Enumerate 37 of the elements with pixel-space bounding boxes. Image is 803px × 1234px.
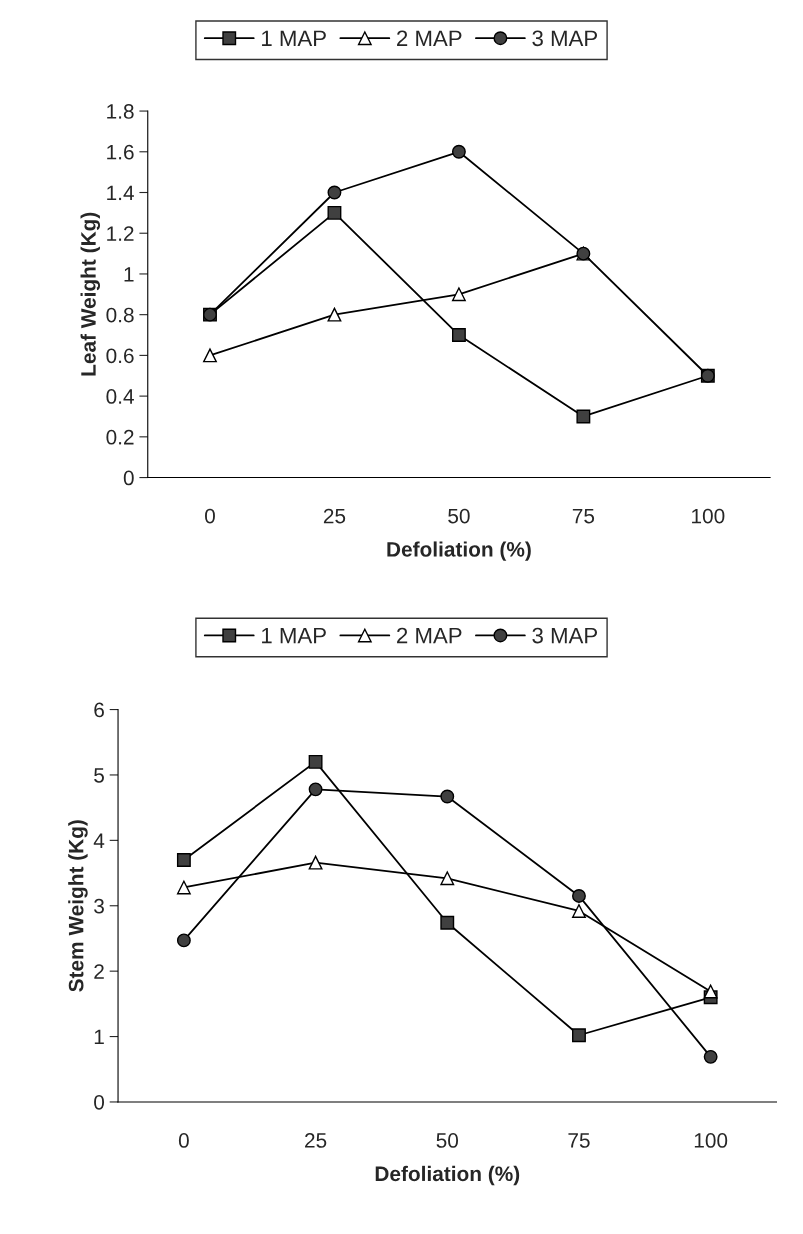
y-tick-label: 0.8 <box>106 307 134 323</box>
y-tick-label: 4 <box>93 833 105 848</box>
y-tick-label: 0.4 <box>106 389 134 404</box>
x-tick-label: 25 <box>305 1133 327 1148</box>
y-tick-label: 5 <box>94 768 104 783</box>
x-tick-label: 50 <box>448 508 470 524</box>
legend-label: 2 MAP <box>397 30 462 46</box>
x-tick-label: 100 <box>692 508 725 524</box>
x-tick-label: 25 <box>323 508 346 524</box>
legend-label: 1 MAP <box>262 627 326 644</box>
y-tick-label: 1 <box>94 1029 104 1045</box>
y-tick-label: 2 <box>94 964 104 979</box>
y-tick-label: 0 <box>94 1094 105 1110</box>
y-axis-title: Stem Weight (Kg) <box>68 820 88 992</box>
y-tick-label: 1.8 <box>107 104 134 119</box>
y-tick-label: 1.2 <box>107 226 134 241</box>
x-tick-label: 75 <box>568 1133 590 1148</box>
y-tick-label: 3 <box>94 898 104 914</box>
y-tick-label: 0.6 <box>106 348 134 364</box>
x-tick-label: 75 <box>572 508 595 524</box>
y-tick-label: 0 <box>123 470 134 486</box>
legend-label: 3 MAP <box>532 627 598 644</box>
x-tick-label: 0 <box>205 508 215 524</box>
y-tick-label: 6 <box>94 702 104 718</box>
y-tick-label: 1 <box>124 267 134 282</box>
x-axis-title: Defoliation (%) <box>375 1165 520 1186</box>
y-tick-label: 1.4 <box>107 185 134 201</box>
y-axis-title: Leaf Weight (Kg) <box>80 212 101 376</box>
y-tick-label: 0.2 <box>106 429 134 445</box>
x-axis-title: Defoliation (%) <box>387 541 531 561</box>
legend-label: 3 MAP <box>532 30 598 47</box>
legend-label: 1 MAP <box>262 30 326 46</box>
x-tick-label: 0 <box>178 1133 189 1148</box>
y-tick-label: 1.6 <box>107 144 134 160</box>
x-tick-label: 100 <box>694 1133 728 1148</box>
x-tick-label: 50 <box>436 1133 459 1148</box>
legend-label: 2 MAP <box>397 627 462 644</box>
